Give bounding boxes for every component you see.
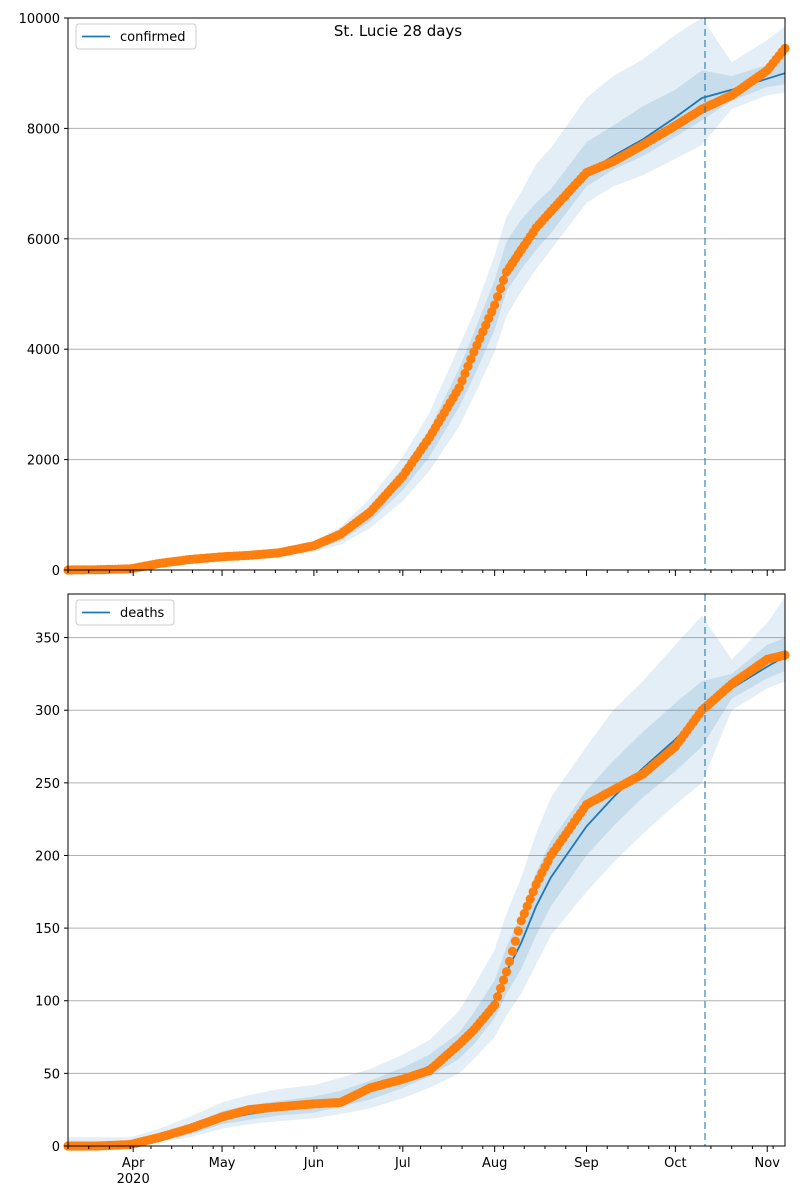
- observed-point: [493, 292, 503, 302]
- confidence-band-inner: [68, 56, 785, 571]
- y-tick-label: 0: [52, 1140, 60, 1155]
- y-tick-label: 150: [35, 922, 60, 937]
- observed-point: [454, 383, 464, 393]
- observed-point: [460, 368, 470, 379]
- observed-point: [501, 967, 512, 977]
- legend-label: deaths: [120, 606, 165, 621]
- observed-point: [507, 946, 517, 956]
- legend: confirmed: [75, 23, 197, 50]
- axes-frame: [67, 593, 786, 1147]
- y-tick-label: 2000: [27, 454, 60, 469]
- observed-point: [513, 926, 523, 936]
- x-tick-label: Sep: [574, 1156, 599, 1171]
- legend-box: [75, 23, 197, 50]
- observed-point: [498, 975, 509, 985]
- observed-point: [504, 956, 515, 967]
- observed-points: [63, 650, 790, 1151]
- legend-box: [75, 599, 175, 626]
- confidence-band-inner: [68, 637, 785, 1146]
- observed-point: [490, 1000, 500, 1010]
- observed-point: [519, 909, 529, 919]
- observed-point: [466, 354, 476, 364]
- observed-point: [457, 376, 467, 386]
- observed-point: [496, 983, 506, 994]
- chart-title: St. Lucie 28 days: [334, 22, 462, 40]
- x-tick-label: Jun: [303, 1156, 324, 1171]
- legend: deaths: [75, 599, 175, 626]
- observed-point: [496, 283, 506, 294]
- x-tick-label: Oct: [664, 1156, 686, 1171]
- y-tick-label: 350: [35, 632, 60, 647]
- y-tick-label: 8000: [27, 122, 60, 137]
- y-tick-label: 10000: [19, 12, 60, 27]
- y-tick-label: 300: [35, 704, 60, 719]
- x-tick-label: Aug: [482, 1156, 507, 1171]
- observed-point: [493, 992, 503, 1002]
- observed-point: [522, 901, 532, 911]
- observed-point: [528, 887, 538, 897]
- x-tick-label: Nov: [755, 1156, 781, 1171]
- y-tick-label: 250: [35, 777, 60, 792]
- confidence-band-outer: [68, 596, 785, 1146]
- x-tick-label: May: [209, 1156, 236, 1171]
- panel-confirmed: 0 2000 4000 6000 8000 10000 confirmed: [19, 12, 790, 579]
- confidence-band-outer: [68, 18, 785, 570]
- observed-point: [490, 300, 500, 310]
- x-year-label: 2020: [117, 1172, 150, 1187]
- y-tick-label: 6000: [27, 233, 60, 248]
- y-tick-label: 200: [35, 849, 60, 864]
- y-tick-label: 50: [43, 1067, 60, 1082]
- y-tick-label: 4000: [27, 343, 60, 358]
- observed-points: [63, 43, 790, 575]
- observed-point: [516, 916, 526, 926]
- observed-point: [525, 894, 535, 904]
- axes-frame: [67, 17, 786, 571]
- observed-point: [510, 936, 520, 946]
- x-tick-label: Jul: [394, 1156, 411, 1171]
- observed-point: [498, 275, 509, 285]
- legend-label: confirmed: [120, 30, 186, 45]
- y-tick-label: 100: [35, 995, 60, 1010]
- x-tick-label: Apr: [122, 1156, 145, 1171]
- observed-point: [463, 361, 473, 371]
- y-tick-label: 0: [52, 564, 60, 579]
- panel-deaths: 0 50 100 150 200 250 300 350 Apr May Jun Jul Aug Sep O…: [35, 593, 790, 1187]
